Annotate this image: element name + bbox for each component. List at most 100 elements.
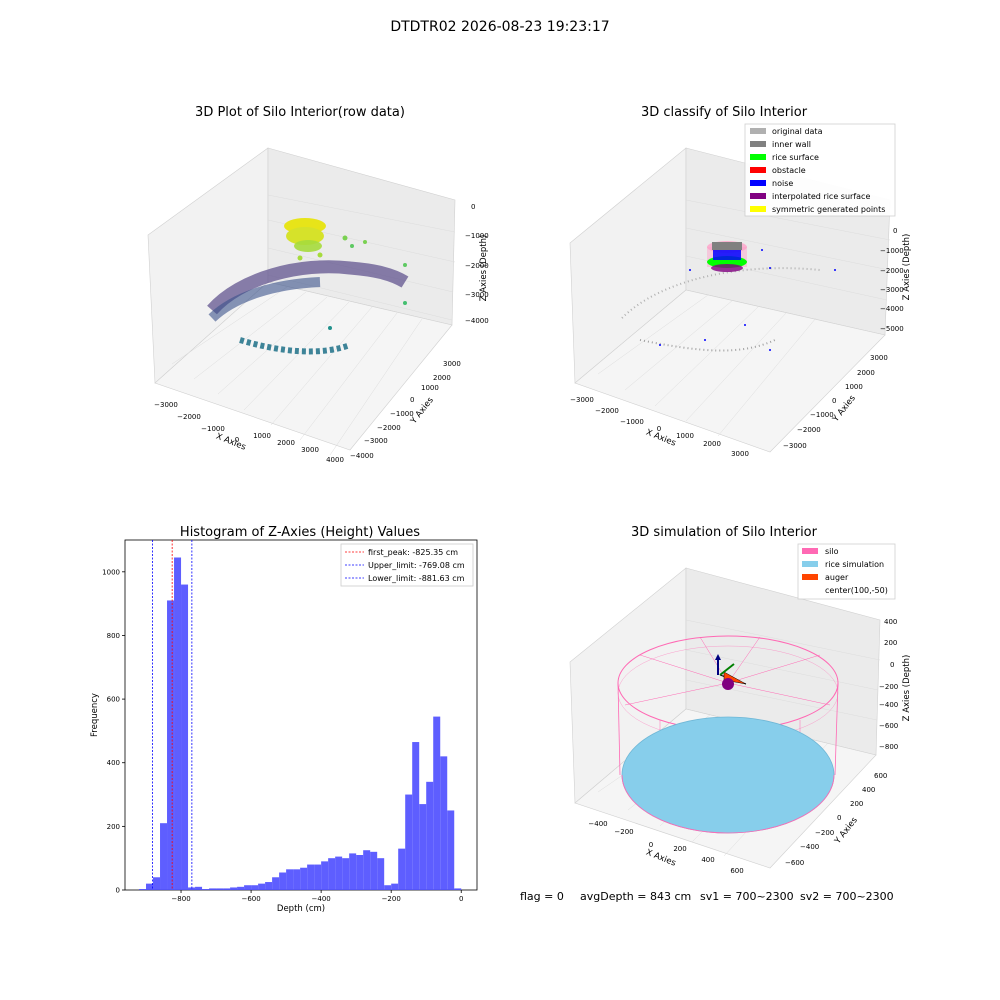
svg-text:1000: 1000 [421,384,439,392]
histogram-bar-20 [279,872,287,890]
svg-text:noise: noise [772,179,793,188]
svg-text:−4000: −4000 [465,317,489,325]
legend-swatch-silo [802,548,818,554]
x-tick-label-4: 0 [459,895,463,903]
svg-text:−600: −600 [785,859,804,867]
histogram-bar-30 [349,853,357,890]
svg-text:Upper_limit: -769.08 cm: Upper_limit: -769.08 cm [368,561,465,570]
legend-swatch-rice-surface [750,154,766,160]
svg-text:−1000: −1000 [880,247,904,255]
histogram-bar-10 [209,888,217,890]
svg-text:−800: −800 [879,743,898,751]
svg-text:400: 400 [884,618,897,626]
histogram-bar-19 [272,877,280,890]
legend-swatch-inner-wall [750,141,766,147]
classify-y-ticks: 3000 2000 1000 0 −1000 −2000 −3000 [783,354,888,450]
histogram-bar-12 [223,888,231,890]
svg-text:0: 0 [890,661,894,669]
histogram-bars [139,557,462,890]
legend-center-label: center(100,-50) [825,586,888,595]
y-tick-label-3: 600 [107,696,120,704]
y-tick-label-5: 1000 [102,568,120,576]
x-tick-label-3: −200 [382,895,401,903]
histogram-bar-4 [167,600,175,890]
simulation-legend: silo rice simulation auger center(100,-5… [797,543,896,600]
legend-swatch-rice-simulation [802,561,818,567]
histogram-bar-26 [321,861,329,890]
panel-raw-title: 3D Plot of Silo Interior(row data) [195,105,405,120]
svg-text:400: 400 [701,856,714,864]
histogram-bar-24 [307,864,315,890]
svg-text:−2000: −2000 [595,407,619,415]
svg-text:1000: 1000 [845,383,863,391]
histogram-bar-2 [153,877,161,890]
legend-swatch-interpolated [750,193,766,199]
svg-text:3000: 3000 [301,446,319,454]
histogram-bar-35 [384,885,392,890]
classify-z-ticks: 0 −1000 −2000 −3000 −4000 −5000 [880,227,904,333]
svg-text:silo: silo [825,547,839,556]
histogram-reference-lines [152,540,193,890]
raw-axes-panes [147,147,456,451]
histogram-bar-32 [363,850,371,890]
svg-text:0: 0 [832,397,836,405]
histogram-bar-36 [391,883,399,890]
svg-text:−4000: −4000 [880,305,904,313]
histogram-bar-3 [160,823,168,890]
svg-text:−2000: −2000 [797,426,821,434]
panel-raw-3d: 3D Plot of Silo Interior(row data) [147,105,489,464]
svg-text:3000: 3000 [731,450,749,458]
svg-text:−600: −600 [879,722,898,730]
histogram-x-ticks: −800 −600 −400 −200 0 [171,890,463,903]
histogram-bar-42 [433,716,441,890]
histogram-title: Histogram of Z-Axies (Height) Values [180,525,420,540]
svg-text:0: 0 [657,425,661,433]
svg-text:−1000: −1000 [390,410,414,418]
panel-histogram: Histogram of Z-Axies (Height) Values −80… [90,525,478,914]
legend-swatch-symmetric [750,206,766,212]
histogram-bar-5 [174,557,182,890]
classify-legend: original data inner wall rice surface ob… [744,123,896,217]
panel-simulation-3d: 3D simulation of Silo Interior [569,525,912,875]
svg-text:original data: original data [772,127,823,136]
legend-swatch-auger [802,574,818,580]
raw-point-cloud [207,218,409,355]
histogram-bar-43 [440,756,448,890]
classify-gridlines [597,199,891,437]
svg-text:0: 0 [837,814,841,822]
footer-sv2: sv2 = 700~2300 [800,890,894,903]
histogram-y-label: Frequency [90,693,100,737]
svg-text:−3000: −3000 [364,437,388,445]
svg-text:Lower_limit: -881.63 cm: Lower_limit: -881.63 cm [368,574,465,583]
histogram-bar-25 [314,864,322,890]
figure-title: DTDTR02 2026-08-23 19:23:17 [390,19,609,35]
svg-text:−3000: −3000 [154,401,178,409]
svg-text:rice simulation: rice simulation [825,560,884,569]
raw-x-label: X Axies [214,432,247,453]
raw-y-ticks: 3000 2000 1000 0 −1000 −2000 −3000 −4000 [350,360,461,460]
svg-text:auger: auger [825,573,849,582]
svg-text:−2000: −2000 [377,424,401,432]
histogram-bar-31 [356,855,364,890]
svg-text:−4000: −4000 [350,452,374,460]
panel-simulation-title: 3D simulation of Silo Interior [631,525,818,540]
footer-status: flag = 0 avgDepth = 843 cm sv1 = 700~230… [520,890,894,903]
y-tick-label-2: 400 [107,759,120,767]
histogram-bar-21 [286,869,294,890]
classify-z-label: Z Axies (Depth) [902,234,912,301]
histogram-bar-27 [328,858,336,890]
x-tick-label-1: −600 [241,895,260,903]
svg-text:−3000: −3000 [465,291,489,299]
svg-text:2000: 2000 [857,369,875,377]
x-tick-label-0: −800 [171,895,190,903]
svg-text:first_peak: -825.35 cm: first_peak: -825.35 cm [368,548,458,557]
svg-text:−5000: −5000 [880,325,904,333]
footer-avg-depth: avgDepth = 843 cm [580,890,691,903]
svg-text:rice surface: rice surface [772,153,819,162]
legend-swatch-noise [750,180,766,186]
svg-text:−200: −200 [614,828,633,836]
svg-text:−2000: −2000 [177,413,201,421]
auger-marker [715,654,747,690]
histogram-bar-28 [335,856,343,890]
svg-text:1000: 1000 [676,432,694,440]
